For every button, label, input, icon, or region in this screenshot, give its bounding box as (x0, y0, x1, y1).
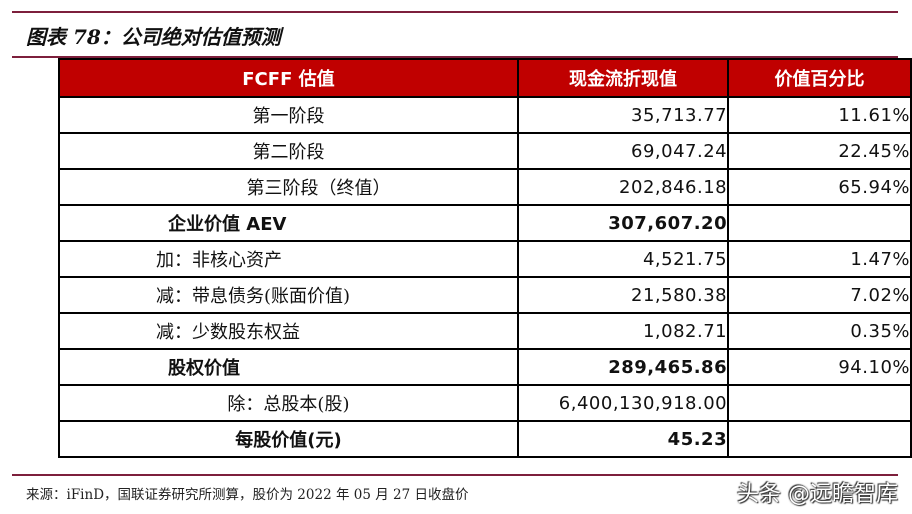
table-row: 股权价值 289,465.86 94.10% (58, 348, 912, 386)
row-pct: 11.61% (727, 96, 912, 134)
table-row: 第二阶段 69,047.24 22.45% (58, 132, 912, 170)
table-row: 减：少数股东权益 1,082.71 0.35% (58, 312, 912, 350)
table-header-row: FCFF 估值 现金流折现值 价值百分比 (58, 58, 912, 98)
row-label: 第二阶段 (58, 132, 519, 170)
row-label: 每股价值(元) (58, 420, 519, 458)
row-label: 减：带息债务(账面价值) (58, 276, 519, 314)
valuation-table: FCFF 估值 现金流折现值 价值百分比 第一阶段 35,713.77 11.6… (58, 58, 912, 458)
table-row: 加：非核心资产 4,521.75 1.47% (58, 240, 912, 278)
row-label: 加：非核心资产 (58, 240, 519, 278)
row-value: 289,465.86 (516, 348, 730, 386)
row-value: 202,846.18 (516, 168, 730, 206)
row-value: 21,580.38 (516, 276, 730, 314)
row-label: 第一阶段 (58, 96, 519, 134)
row-value: 4,521.75 (516, 240, 730, 278)
row-label: 企业价值 AEV (58, 204, 519, 242)
row-pct: 7.02% (727, 276, 912, 314)
figure-title: 图表 78：公司绝对估值预测 (26, 25, 281, 49)
row-value: 45.23 (516, 420, 730, 458)
row-value: 1,082.71 (516, 312, 730, 350)
table-row: 减：带息债务(账面价值) 21,580.38 7.02% (58, 276, 912, 314)
row-value: 307,607.20 (516, 204, 730, 242)
row-value: 35,713.77 (516, 96, 730, 134)
row-pct: 94.10% (727, 348, 912, 386)
header-value-pct: 价值百分比 (727, 58, 912, 98)
bottom-rule (12, 474, 898, 476)
top-rule (12, 11, 898, 13)
row-value: 69,047.24 (516, 132, 730, 170)
header-dcf-value: 现金流折现值 (516, 58, 730, 98)
row-label: 股权价值 (58, 348, 519, 386)
row-pct: 1.47% (727, 240, 912, 278)
table-row: 第一阶段 35,713.77 11.61% (58, 96, 912, 134)
table-row: 企业价值 AEV 307,607.20 (58, 204, 912, 242)
row-pct: 22.45% (727, 132, 912, 170)
row-pct (727, 384, 912, 422)
row-pct (727, 420, 912, 458)
table-row: 除：总股本(股) 6,400,130,918.00 (58, 384, 912, 422)
row-label: 第三阶段（终值） (58, 168, 519, 206)
row-pct: 65.94% (727, 168, 912, 206)
table-row: 每股价值(元) 45.23 (58, 420, 912, 458)
row-pct: 0.35% (727, 312, 912, 350)
row-label: 减：少数股东权益 (58, 312, 519, 350)
row-label: 除：总股本(股) (58, 384, 519, 422)
source-note: 来源：iFinD，国联证券研究所测算，股价为 2022 年 05 月 27 日收… (26, 487, 469, 503)
row-value: 6,400,130,918.00 (516, 384, 730, 422)
watermark: 头条 @远瞻智库 (737, 482, 898, 507)
title-rule (12, 56, 898, 58)
row-pct (727, 204, 912, 242)
header-fcff: FCFF 估值 (58, 58, 519, 98)
table-row: 第三阶段（终值） 202,846.18 65.94% (58, 168, 912, 206)
